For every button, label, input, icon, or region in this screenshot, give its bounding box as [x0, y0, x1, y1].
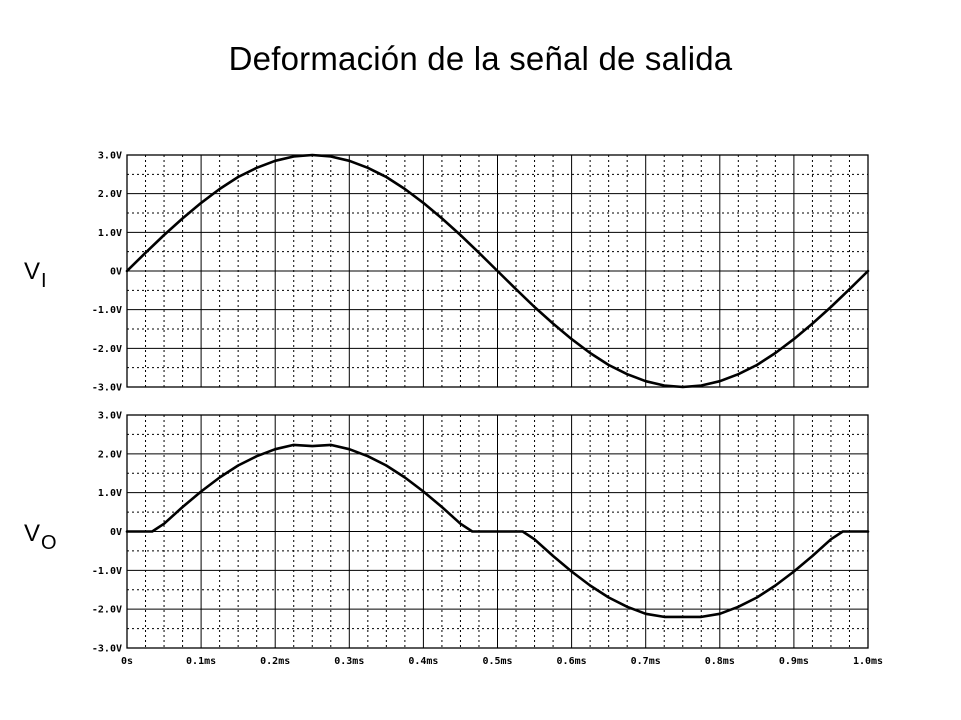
output-x-tick-label: 0.1ms: [186, 656, 216, 667]
vo-label-main: V: [24, 520, 41, 547]
output-y-tick-label: -2.0V: [92, 605, 122, 616]
input-waveform-trace: [125, 153, 870, 389]
input-y-tick-label: 1.0V: [98, 228, 122, 239]
input-y-tick-label: -1.0V: [92, 305, 122, 316]
input-y-tick-label: 2.0V: [98, 189, 122, 200]
output-x-tick-label: 0.4ms: [408, 656, 438, 667]
output-x-tick-label: 0.9ms: [779, 656, 809, 667]
output-x-tick-label: 1.0ms: [853, 656, 883, 667]
input-y-tick-label: -3.0V: [92, 383, 122, 394]
vi-label-subscript: I: [41, 270, 47, 292]
output-y-tick-label: 0V: [110, 527, 122, 538]
input-y-tick-label: 0V: [110, 267, 122, 278]
input-y-tick-label: 3.0V: [98, 151, 122, 162]
vi-signal-label: VI: [24, 258, 47, 293]
slide-title: Deformación de la señal de salida: [228, 40, 733, 77]
input-y-tick-label: -2.0V: [92, 344, 122, 355]
output-waveform-trace: [125, 443, 870, 619]
vi-label-main: V: [24, 258, 41, 285]
output-x-tick-label: 0.3ms: [334, 656, 364, 667]
output-x-tick-label: 0.7ms: [631, 656, 661, 667]
output-y-tick-label: 2.0V: [98, 449, 122, 460]
output-y-tick-label: -1.0V: [92, 566, 122, 577]
output-x-tick-label: 0s: [121, 656, 133, 667]
output-x-tick-label: 0.8ms: [705, 656, 735, 667]
output-y-tick-label: 3.0V: [98, 411, 122, 422]
output-y-tick-label: -3.0V: [92, 644, 122, 655]
output-x-tick-label: 0.2ms: [260, 656, 290, 667]
vo-label-subscript: O: [41, 532, 57, 554]
output-y-tick-label: 1.0V: [98, 488, 122, 499]
output-x-tick-label: 0.5ms: [482, 656, 512, 667]
vo-signal-label: VO: [24, 520, 57, 555]
output-x-tick-label: 0.6ms: [557, 656, 587, 667]
